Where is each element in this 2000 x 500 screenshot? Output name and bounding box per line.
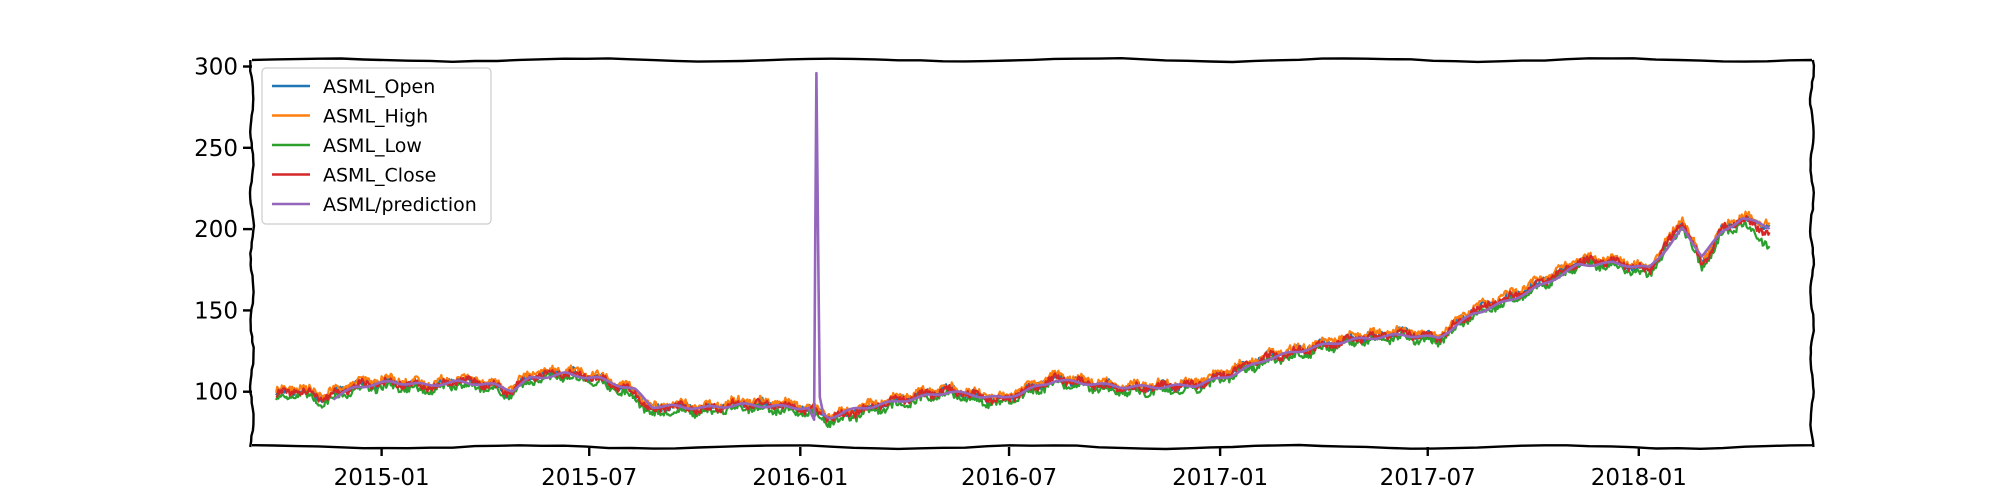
series-line-asml-prediction — [332, 71, 1771, 421]
legend-label: ASML_Low — [323, 135, 422, 157]
y-tick-label: 200 — [194, 217, 238, 243]
legend-label: ASML/prediction — [323, 194, 477, 216]
x-axis: 2015-01 2015-07 2016-01 2016-07 2017-01 2017-… — [334, 447, 1687, 491]
x-tick-label: 2016-07 — [961, 465, 1057, 491]
x-tick-label: 2016-01 — [752, 465, 848, 491]
x-tick-label: 2015-01 — [334, 465, 430, 491]
y-tick-label: 150 — [194, 298, 238, 324]
x-tick-label: 2017-07 — [1380, 465, 1476, 491]
legend: ASML_Open ASML_High ASML_Low ASML_Close ASML… — [261, 67, 492, 225]
series-line-asml-low — [275, 221, 1771, 429]
x-tick-label: 2018-01 — [1591, 465, 1687, 491]
legend-label: ASML_Open — [323, 76, 435, 98]
y-tick-label: 300 — [194, 55, 238, 81]
x-tick-label: 2015-07 — [541, 465, 637, 491]
plot-frame — [248, 56, 1816, 451]
y-axis: 100 150 200 250 300 — [194, 55, 252, 406]
y-tick-label: 100 — [194, 380, 238, 406]
legend-box — [261, 67, 492, 225]
series-layer — [275, 71, 1771, 429]
x-tick-label: 2017-01 — [1172, 465, 1268, 491]
legend-label: ASML_Close — [323, 165, 436, 187]
y-tick-label: 250 — [194, 136, 238, 162]
legend-label: ASML_High — [323, 106, 428, 128]
